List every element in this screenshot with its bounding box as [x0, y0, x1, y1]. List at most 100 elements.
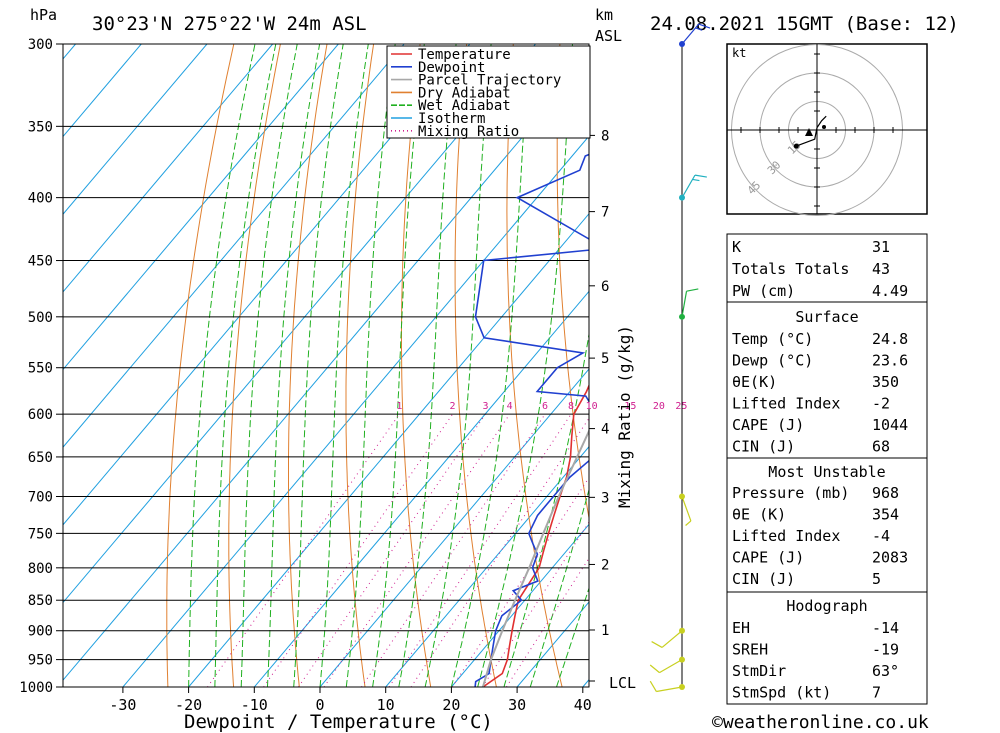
temperature-axis: -30 -20 -10 0 10 20 30 40: [109, 687, 592, 714]
isotherm-line: [63, 44, 471, 526]
stat-value: 31: [872, 238, 890, 256]
legend-label: Dry Adiabat: [418, 85, 511, 101]
km-tick-label: 2: [601, 557, 609, 573]
km-axis: 1 2 3 4 5 6 7 8: [589, 128, 609, 682]
legend-label: Parcel Trajectory: [418, 73, 561, 89]
isotherm-line: [63, 44, 536, 604]
stat-value: 43: [872, 260, 890, 278]
km-tick-label: 4: [601, 422, 609, 438]
isotherm-line: [63, 44, 274, 293]
wind-barb-staff: [656, 686, 683, 693]
isotherm-line: [63, 44, 208, 215]
isotherm-line: [63, 44, 339, 371]
stat-value: 968: [872, 484, 899, 502]
pressure-tick-label: 900: [28, 624, 53, 640]
asl-label: ASL: [595, 27, 622, 45]
mixing-ratio-tick-label: 6: [542, 401, 548, 412]
stat-label: θE (K): [732, 506, 786, 524]
legend-label: Wet Adiabat: [418, 98, 511, 114]
wet-adiabat: [556, 586, 589, 687]
isotherm-line: [253, 290, 589, 687]
pressure-tick-label: 600: [28, 407, 53, 423]
pressure-tick-label: 950: [28, 653, 53, 669]
mixing-ratio-line: [505, 557, 589, 687]
dry-adiabat: [979, 44, 1000, 687]
stat-label: K: [732, 238, 741, 256]
wet-adiabat: [398, 44, 457, 687]
dry-adiabat: [345, 44, 375, 687]
hodo-storm-dot: [822, 125, 826, 129]
surface-table: [726, 301, 928, 459]
legend-label: Dewpoint: [418, 60, 485, 76]
table-title: Most Unstable: [768, 463, 885, 481]
km-tick-label: 5: [601, 351, 609, 367]
stat-label: PW (cm): [732, 282, 795, 300]
stat-label: Lifted Index: [732, 395, 840, 413]
mixing-ratio-line: [323, 413, 511, 687]
temperature-tick-label: -10: [241, 696, 268, 714]
stat-value: 2083: [872, 549, 908, 567]
wind-barb-flag: [649, 680, 657, 692]
dry-adiabat: [401, 44, 432, 687]
isotherm-line: [63, 44, 405, 448]
hodo-trace: [796, 115, 827, 147]
temperature-tick-label: 0: [315, 696, 324, 714]
stat-label: Temp (°C): [732, 330, 813, 348]
stat-label: EH: [732, 619, 750, 637]
wind-barb-staff: [681, 496, 692, 522]
diagram-grid: [63, 44, 1000, 687]
stat-label: Lifted Index: [732, 527, 840, 545]
mixing-ratio-axis-label: Mixing Ratio (g/kg): [615, 325, 634, 508]
pressure-tick-label: 550: [28, 361, 53, 377]
pressure-tick-label: 850: [28, 593, 53, 609]
stat-label: StmDir: [732, 662, 786, 680]
wind-barb-staff: [661, 630, 683, 648]
stat-value: 24.8: [872, 330, 908, 348]
hodo-start-dot: [793, 143, 799, 149]
wind-barb-flag: [651, 641, 663, 648]
temperature-tick-label: 30: [508, 696, 526, 714]
stat-value: 1044: [872, 416, 908, 434]
mixing-ratio-tick-label: 25: [675, 401, 687, 412]
stat-value: -14: [872, 619, 899, 637]
wet-adiabat: [240, 44, 298, 687]
stat-value: 68: [872, 438, 890, 456]
km-unit-label: km: [595, 6, 613, 24]
stat-value: 4.49: [872, 282, 908, 300]
pressure-axis: 300 350 400 450 500 550 600 650 700 750 800 850 900 9…: [19, 37, 63, 696]
wind-barb-flag: [686, 288, 699, 292]
isotherm-line: [122, 135, 589, 687]
stat-label: Dewp (°C): [732, 352, 813, 370]
isotherm-line: [188, 212, 589, 687]
stat-label: StmSpd (kt): [732, 684, 831, 702]
mixing-ratio-tick-label: 10: [586, 401, 598, 412]
wet-adiabat: [424, 44, 492, 687]
km-tick-label: 1: [601, 623, 609, 639]
temperature-tick-label: 20: [442, 696, 460, 714]
legend-label: Mixing Ratio: [418, 124, 519, 140]
mixing-ratio-tick-label: 8: [568, 401, 574, 412]
mixing-ratio-tick-label: 2: [450, 401, 456, 412]
wind-barb-flag: [692, 178, 700, 182]
temperature-line: [482, 383, 589, 687]
isotherm-line: [451, 523, 589, 687]
mixing-ratio-tick-label: 15: [624, 401, 636, 412]
mixing-ratio-tick-label: 20: [653, 401, 665, 412]
indices-table: [726, 233, 928, 303]
mixing-ratio-line: [451, 476, 589, 687]
dry-adiabat: [454, 44, 497, 687]
hodo-storm-marker: [805, 128, 813, 136]
table-title: Hodograph: [786, 597, 867, 615]
dry-adiabat: [228, 44, 281, 687]
plot-frame: [62, 43, 590, 688]
table-title: Surface: [795, 308, 858, 326]
wind-barb-staff: [681, 291, 688, 317]
km-tick-label: 6: [601, 279, 609, 295]
pressure-tick-label: 650: [28, 450, 53, 466]
dewpoint-line: [474, 153, 589, 687]
footer-credit: ©weatheronline.co.uk: [712, 712, 929, 733]
stat-value: -4: [872, 527, 890, 545]
dry-adiabat: [166, 44, 235, 687]
stat-value: 23.6: [872, 352, 908, 370]
